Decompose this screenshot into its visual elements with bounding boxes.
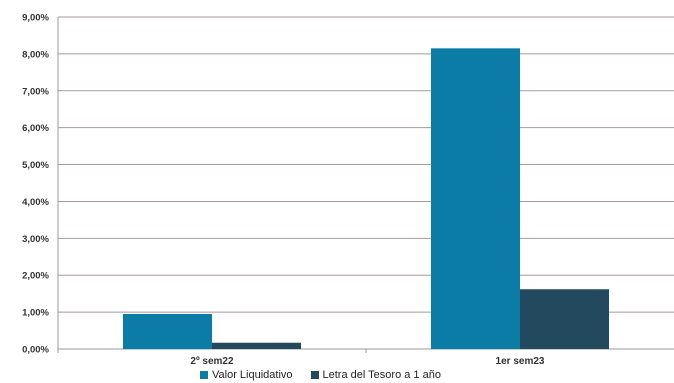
bar-letra-del-tesoro	[212, 342, 301, 349]
legend-swatch-valor-liquidativo	[200, 371, 208, 379]
y-tick-label: 3,00%	[22, 234, 49, 245]
gridlines	[57, 16, 674, 353]
legend: Valor Liquidativo Letra del Tesoro a 1 a…	[200, 369, 441, 381]
y-tick-label: 6,00%	[22, 123, 49, 134]
bars	[123, 48, 609, 349]
category-labels: 2º sem22 1er sem23	[190, 356, 544, 367]
y-tick-label: 0,00%	[22, 345, 49, 356]
legend-item-valor-liquidativo: Valor Liquidativo	[200, 369, 293, 381]
x-category-label: 2º sem22	[190, 356, 234, 367]
y-tick-label: 8,00%	[22, 49, 49, 60]
y-axis-ticks: 0,00% 1,00% 2,00% 3,00% 4,00% 5,00% 6,00% 7,00%…	[22, 13, 49, 356]
y-tick-label: 1,00%	[22, 308, 49, 319]
legend-swatch-letra-del-tesoro	[310, 371, 319, 379]
y-tick-label: 7,00%	[22, 86, 49, 97]
x-category-label: 1er sem23	[496, 356, 545, 367]
bar-valor-liquidativo	[123, 313, 212, 349]
legend-item-letra-del-tesoro: Letra del Tesoro a 1 año	[310, 369, 441, 381]
y-tick-label: 5,00%	[22, 160, 49, 171]
bar-letra-del-tesoro	[520, 289, 609, 349]
legend-label-letra-del-tesoro: Letra del Tesoro a 1 año	[322, 369, 441, 381]
y-tick-label: 9,00%	[22, 13, 49, 24]
legend-label-valor-liquidativo: Valor Liquidativo	[212, 369, 293, 381]
bar-valor-liquidativo	[431, 48, 520, 349]
y-tick-label: 2,00%	[22, 271, 49, 282]
y-tick-label: 4,00%	[22, 197, 49, 208]
